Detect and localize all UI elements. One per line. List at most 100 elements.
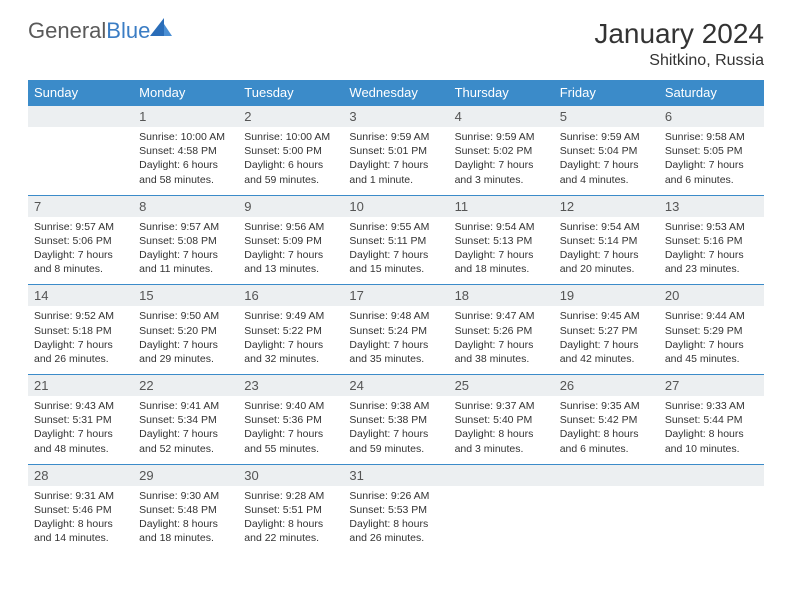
- calendar-cell: 7Sunrise: 9:57 AMSunset: 5:06 PMDaylight…: [28, 195, 133, 285]
- day-content: Sunrise: 9:48 AMSunset: 5:24 PMDaylight:…: [343, 306, 448, 374]
- calendar-cell: 13Sunrise: 9:53 AMSunset: 5:16 PMDayligh…: [659, 195, 764, 285]
- page-title: January 2024: [594, 18, 764, 50]
- day-number: 7: [28, 195, 133, 217]
- calendar-cell: 22Sunrise: 9:41 AMSunset: 5:34 PMDayligh…: [133, 374, 238, 464]
- day-number: 23: [238, 374, 343, 396]
- day-number: 27: [659, 374, 764, 396]
- day-number: 8: [133, 195, 238, 217]
- day-number: 22: [133, 374, 238, 396]
- day-header: Friday: [554, 80, 659, 105]
- day-number: 26: [554, 374, 659, 396]
- day-header: Tuesday: [238, 80, 343, 105]
- calendar-cell: 25Sunrise: 9:37 AMSunset: 5:40 PMDayligh…: [449, 374, 554, 464]
- calendar-cell: 6Sunrise: 9:58 AMSunset: 5:05 PMDaylight…: [659, 105, 764, 195]
- calendar-cell: 27Sunrise: 9:33 AMSunset: 5:44 PMDayligh…: [659, 374, 764, 464]
- day-content: Sunrise: 9:26 AMSunset: 5:53 PMDaylight:…: [343, 486, 448, 554]
- logo-text: GeneralBlue: [28, 18, 150, 44]
- day-content: Sunrise: 9:57 AMSunset: 5:06 PMDaylight:…: [28, 217, 133, 285]
- day-header: Sunday: [28, 80, 133, 105]
- day-number: 29: [133, 464, 238, 486]
- calendar-cell: 23Sunrise: 9:40 AMSunset: 5:36 PMDayligh…: [238, 374, 343, 464]
- calendar-cell: 14Sunrise: 9:52 AMSunset: 5:18 PMDayligh…: [28, 284, 133, 374]
- day-number: [449, 464, 554, 486]
- day-number: [28, 105, 133, 127]
- logo-triangle-icon: [150, 18, 172, 36]
- day-number: 30: [238, 464, 343, 486]
- day-content: Sunrise: 9:43 AMSunset: 5:31 PMDaylight:…: [28, 396, 133, 464]
- day-content: [659, 486, 764, 538]
- day-content: Sunrise: 9:58 AMSunset: 5:05 PMDaylight:…: [659, 127, 764, 195]
- calendar-cell: 10Sunrise: 9:55 AMSunset: 5:11 PMDayligh…: [343, 195, 448, 285]
- calendar-cell: 19Sunrise: 9:45 AMSunset: 5:27 PMDayligh…: [554, 284, 659, 374]
- calendar-cell: 18Sunrise: 9:47 AMSunset: 5:26 PMDayligh…: [449, 284, 554, 374]
- day-number: 2: [238, 105, 343, 127]
- calendar-cell: 20Sunrise: 9:44 AMSunset: 5:29 PMDayligh…: [659, 284, 764, 374]
- day-content: Sunrise: 9:33 AMSunset: 5:44 PMDaylight:…: [659, 396, 764, 464]
- day-content: Sunrise: 9:56 AMSunset: 5:09 PMDaylight:…: [238, 217, 343, 285]
- calendar-cell: 9Sunrise: 9:56 AMSunset: 5:09 PMDaylight…: [238, 195, 343, 285]
- calendar-cell: 8Sunrise: 9:57 AMSunset: 5:08 PMDaylight…: [133, 195, 238, 285]
- day-content: Sunrise: 9:41 AMSunset: 5:34 PMDaylight:…: [133, 396, 238, 464]
- day-content: Sunrise: 9:53 AMSunset: 5:16 PMDaylight:…: [659, 217, 764, 285]
- day-number: 31: [343, 464, 448, 486]
- day-content: Sunrise: 9:57 AMSunset: 5:08 PMDaylight:…: [133, 217, 238, 285]
- day-content: [449, 486, 554, 538]
- day-number: 21: [28, 374, 133, 396]
- day-content: Sunrise: 9:30 AMSunset: 5:48 PMDaylight:…: [133, 486, 238, 554]
- calendar-cell: [449, 464, 554, 554]
- day-content: Sunrise: 9:28 AMSunset: 5:51 PMDaylight:…: [238, 486, 343, 554]
- day-number: 19: [554, 284, 659, 306]
- day-number: 15: [133, 284, 238, 306]
- day-content: Sunrise: 9:38 AMSunset: 5:38 PMDaylight:…: [343, 396, 448, 464]
- calendar-cell: 2Sunrise: 10:00 AMSunset: 5:00 PMDayligh…: [238, 105, 343, 195]
- day-content: Sunrise: 9:49 AMSunset: 5:22 PMDaylight:…: [238, 306, 343, 374]
- day-number: 28: [28, 464, 133, 486]
- day-number: 14: [28, 284, 133, 306]
- day-content: Sunrise: 9:54 AMSunset: 5:14 PMDaylight:…: [554, 217, 659, 285]
- day-content: Sunrise: 10:00 AMSunset: 4:58 PMDaylight…: [133, 127, 238, 195]
- day-content: Sunrise: 9:45 AMSunset: 5:27 PMDaylight:…: [554, 306, 659, 374]
- day-content: Sunrise: 9:47 AMSunset: 5:26 PMDaylight:…: [449, 306, 554, 374]
- day-number: [554, 464, 659, 486]
- day-number: 24: [343, 374, 448, 396]
- day-content: [554, 486, 659, 538]
- calendar-cell: 29Sunrise: 9:30 AMSunset: 5:48 PMDayligh…: [133, 464, 238, 554]
- day-number: 1: [133, 105, 238, 127]
- calendar-cell: 11Sunrise: 9:54 AMSunset: 5:13 PMDayligh…: [449, 195, 554, 285]
- calendar-cell: 3Sunrise: 9:59 AMSunset: 5:01 PMDaylight…: [343, 105, 448, 195]
- calendar-cell: 30Sunrise: 9:28 AMSunset: 5:51 PMDayligh…: [238, 464, 343, 554]
- day-number: 25: [449, 374, 554, 396]
- day-content: Sunrise: 9:54 AMSunset: 5:13 PMDaylight:…: [449, 217, 554, 285]
- day-content: Sunrise: 9:59 AMSunset: 5:01 PMDaylight:…: [343, 127, 448, 195]
- day-header: Thursday: [449, 80, 554, 105]
- day-content: Sunrise: 9:40 AMSunset: 5:36 PMDaylight:…: [238, 396, 343, 464]
- day-content: [28, 127, 133, 179]
- calendar-cell: [659, 464, 764, 554]
- day-content: Sunrise: 9:59 AMSunset: 5:02 PMDaylight:…: [449, 127, 554, 195]
- day-number: 20: [659, 284, 764, 306]
- day-number: 6: [659, 105, 764, 127]
- day-number: 18: [449, 284, 554, 306]
- day-content: Sunrise: 9:35 AMSunset: 5:42 PMDaylight:…: [554, 396, 659, 464]
- day-number: 5: [554, 105, 659, 127]
- day-number: 16: [238, 284, 343, 306]
- calendar-cell: 15Sunrise: 9:50 AMSunset: 5:20 PMDayligh…: [133, 284, 238, 374]
- day-content: Sunrise: 9:52 AMSunset: 5:18 PMDaylight:…: [28, 306, 133, 374]
- calendar-cell: 17Sunrise: 9:48 AMSunset: 5:24 PMDayligh…: [343, 284, 448, 374]
- logo: GeneralBlue: [28, 18, 172, 44]
- calendar-cell: [28, 105, 133, 195]
- day-number: 4: [449, 105, 554, 127]
- day-number: 3: [343, 105, 448, 127]
- day-number: 13: [659, 195, 764, 217]
- day-content: Sunrise: 9:50 AMSunset: 5:20 PMDaylight:…: [133, 306, 238, 374]
- day-number: 11: [449, 195, 554, 217]
- day-content: Sunrise: 9:55 AMSunset: 5:11 PMDaylight:…: [343, 217, 448, 285]
- day-content: Sunrise: 9:59 AMSunset: 5:04 PMDaylight:…: [554, 127, 659, 195]
- calendar-cell: [554, 464, 659, 554]
- day-content: Sunrise: 9:44 AMSunset: 5:29 PMDaylight:…: [659, 306, 764, 374]
- calendar-cell: 24Sunrise: 9:38 AMSunset: 5:38 PMDayligh…: [343, 374, 448, 464]
- calendar-cell: 26Sunrise: 9:35 AMSunset: 5:42 PMDayligh…: [554, 374, 659, 464]
- calendar-cell: 4Sunrise: 9:59 AMSunset: 5:02 PMDaylight…: [449, 105, 554, 195]
- day-header: Monday: [133, 80, 238, 105]
- calendar-cell: 31Sunrise: 9:26 AMSunset: 5:53 PMDayligh…: [343, 464, 448, 554]
